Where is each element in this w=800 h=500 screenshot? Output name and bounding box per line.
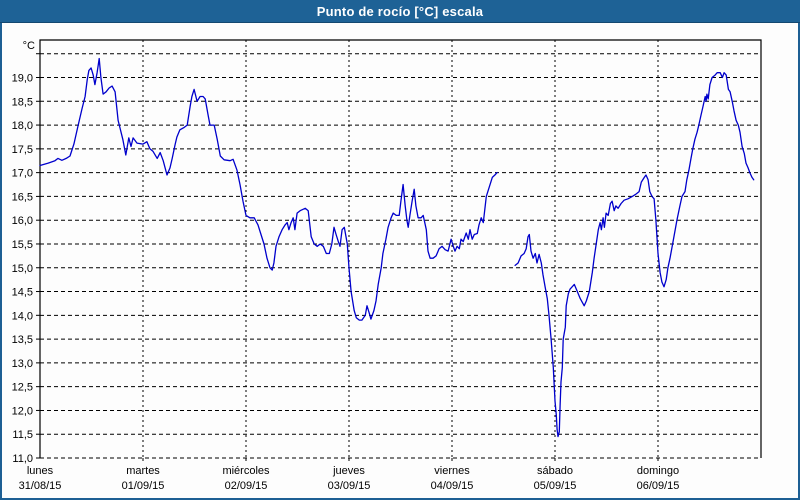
y-axis-tick-label: 13,5 (12, 334, 33, 346)
y-axis-tick-label: 18,0 (12, 120, 33, 132)
x-axis-day-label: jueves (332, 465, 365, 477)
x-axis-day-label: lunes (27, 465, 54, 477)
y-axis-tick-label: 18,5 (12, 96, 33, 108)
y-axis-tick-label: 12,5 (12, 382, 33, 394)
y-axis-tick-label: 11,5 (12, 429, 33, 441)
dewpoint-line (514, 72, 755, 438)
x-axis-date-label: 04/09/15 (431, 480, 474, 492)
x-axis-day-label: miércoles (222, 465, 270, 477)
x-axis-date-label: 31/08/15 (19, 480, 62, 492)
x-axis-date-label: 06/09/15 (637, 480, 680, 492)
chart-title: Punto de rocío [°C] escala (316, 3, 484, 19)
y-axis-tick-label: 17,5 (12, 144, 33, 156)
y-axis-unit-label: °C (23, 40, 35, 52)
chart-title-bar: Punto de rocío [°C] escala (0, 0, 800, 23)
x-axis-day-label: sábado (537, 465, 573, 477)
y-axis-tick-label: 16,5 (12, 191, 33, 203)
y-axis-tick-label: 15,5 (12, 239, 33, 251)
x-axis-day-label: domingo (637, 465, 679, 477)
x-axis-day-label: viernes (434, 465, 470, 477)
y-axis-tick-label: 14,0 (12, 310, 33, 322)
y-axis-tick-label: 11,0 (12, 453, 33, 465)
y-axis-tick-label: 19,0 (12, 73, 33, 85)
y-axis-tick-label: 16,0 (12, 215, 33, 227)
x-axis-date-label: 03/09/15 (328, 480, 371, 492)
y-axis-tick-label: 13,0 (12, 358, 33, 370)
y-axis-tick-label: 15,0 (12, 263, 33, 275)
x-axis-date-label: 02/09/15 (225, 480, 268, 492)
y-axis-tick-label: 12,0 (12, 405, 33, 417)
x-axis-date-label: 05/09/15 (534, 480, 577, 492)
y-axis-tick-label: 14,5 (12, 287, 33, 299)
axis-frame (39, 39, 762, 458)
dewpoint-line (39, 57, 498, 321)
x-axis-day-label: martes (126, 465, 160, 477)
y-axis-tick-label: 17,0 (12, 168, 33, 180)
x-axis-date-label: 01/09/15 (122, 480, 165, 492)
